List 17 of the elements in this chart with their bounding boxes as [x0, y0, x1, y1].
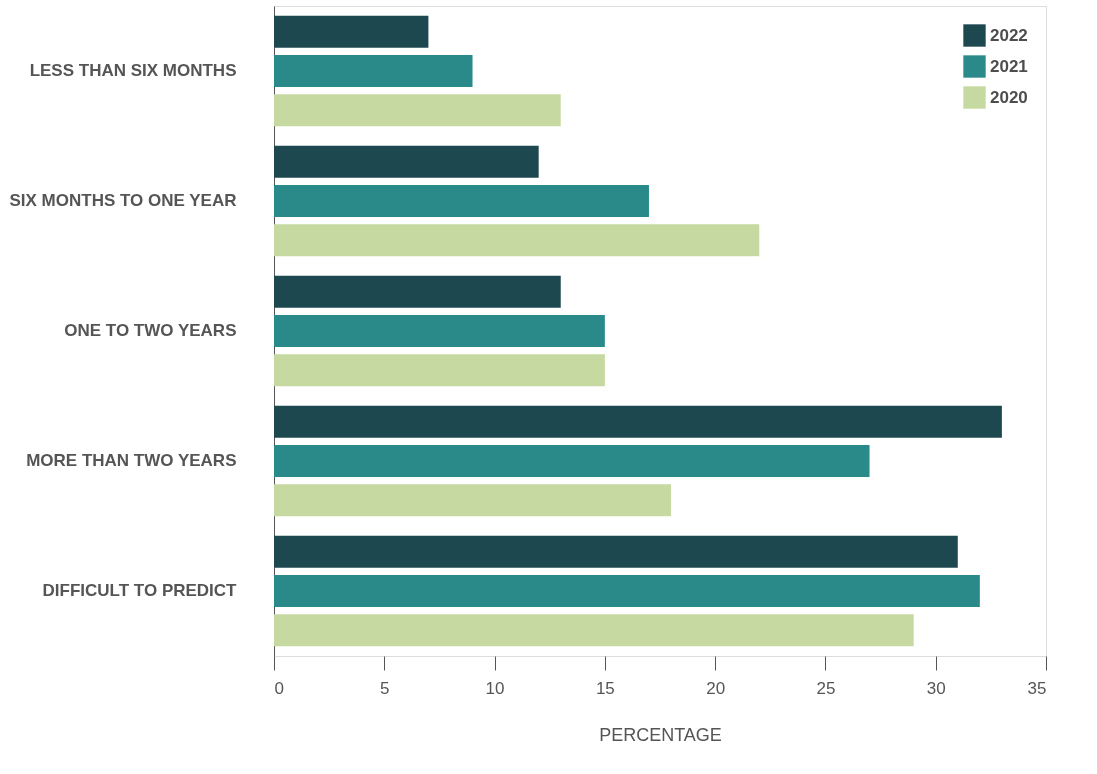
x-tick-label: 20 — [706, 678, 726, 698]
y-tick-label: SIX MONTHS TO ONE YEAR — [9, 191, 237, 210]
x-tick-label: 0 — [274, 678, 284, 698]
x-tick-label: 25 — [816, 678, 836, 698]
y-tick-label: MORE THAN TWO YEARS — [26, 451, 237, 470]
x-tick-label: 30 — [926, 678, 946, 698]
legend-label: 2020 — [990, 87, 1028, 107]
legend-label: 2021 — [990, 56, 1028, 76]
x-axis-title: PERCENTAGE — [599, 724, 722, 745]
y-tick-label: LESS THAN SIX MONTHS — [29, 61, 237, 80]
y-tick-label: ONE TO TWO YEARS — [64, 321, 237, 340]
x-tick-label: 35 — [1027, 678, 1047, 698]
x-tick-label: 15 — [595, 678, 615, 698]
y-tick-label: DIFFICULT TO PREDICT — [42, 581, 238, 600]
x-tick-label: 5 — [380, 678, 390, 698]
x-tick-label: 10 — [485, 678, 505, 698]
legend-label: 2022 — [990, 25, 1028, 45]
